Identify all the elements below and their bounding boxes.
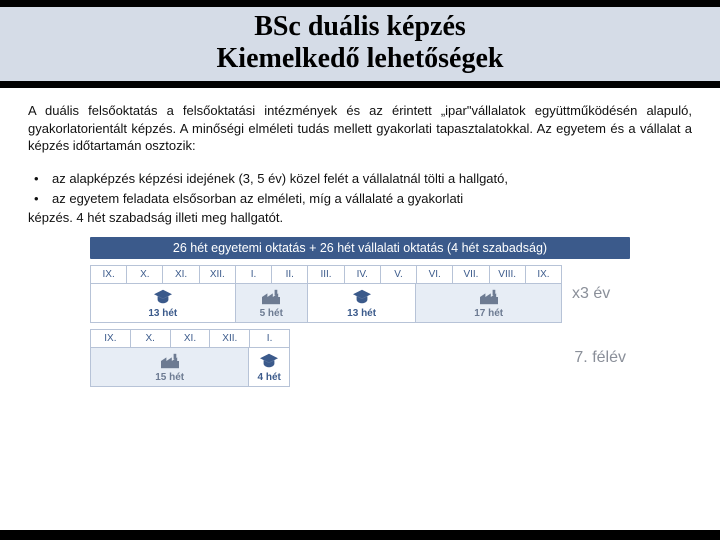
month-cell: IX. <box>526 266 561 283</box>
month-header-row: IX.X.XI.XII.I.II.III.IV.V.VI.VII.VIII.IX… <box>90 265 562 284</box>
segment-company: 5 hét <box>236 284 308 322</box>
month-cell: IX. <box>91 266 127 283</box>
row-side-label: 7. félév <box>298 329 630 387</box>
segment-label: 5 hét <box>260 308 283 319</box>
segment-label: 17 hét <box>474 308 503 319</box>
factory-icon <box>260 288 282 306</box>
tail-text: képzés. 4 hét szabadság illeti meg hallg… <box>28 210 692 225</box>
month-cell: V. <box>381 266 417 283</box>
factory-icon <box>478 288 500 306</box>
month-cell: III. <box>308 266 344 283</box>
month-cell: XI. <box>171 330 211 347</box>
month-cell: I. <box>250 330 289 347</box>
month-cell: XI. <box>163 266 199 283</box>
segment-label: 15 hét <box>155 372 184 383</box>
bullet-marker: • <box>34 169 52 189</box>
segment-row: 13 hét 5 hét 13 hét 17 hét <box>90 284 562 323</box>
month-cell: I. <box>236 266 272 283</box>
month-cell: X. <box>131 330 171 347</box>
segment-university: 4 hét <box>249 348 289 386</box>
bullet-list: • az alapképzés képzési idejének (3, 5 é… <box>34 169 692 208</box>
segment-company: 17 hét <box>416 284 561 322</box>
intro-paragraph: A duális felsőoktatás a felsőoktatási in… <box>28 102 692 155</box>
bullet-item: • az alapképzés képzési idejének (3, 5 é… <box>34 169 692 189</box>
month-header-row: IX.X.XI.XII.I. <box>90 329 290 348</box>
factory-icon <box>159 352 181 370</box>
month-cell: II. <box>272 266 308 283</box>
month-cell: IX. <box>91 330 131 347</box>
title-band: BSc duális képzés Kiemelkedő lehetőségek <box>0 6 720 82</box>
title-line-1: BSc duális képzés <box>0 11 720 43</box>
segment-row: 15 hét 4 hét <box>90 348 290 387</box>
schedule-diagram: 26 hét egyetemi oktatás + 26 hét vállala… <box>90 237 630 387</box>
year-grid: IX.X.XI.XII.I.II.III.IV.V.VI.VII.VIII.IX… <box>90 265 562 323</box>
segment-label: 13 hét <box>347 308 376 319</box>
diagram-row-half: IX.X.XI.XII.I. 15 hét 4 hét 7. félév <box>90 329 630 387</box>
row-side-label: x3 év <box>570 265 630 323</box>
bullet-item: • az egyetem feladata elsősorban az elmé… <box>34 189 692 209</box>
diagram-header: 26 hét egyetemi oktatás + 26 hét vállala… <box>90 237 630 259</box>
month-cell: XII. <box>210 330 250 347</box>
graduation-icon <box>351 288 373 306</box>
body: A duális felsőoktatás a felsőoktatási in… <box>0 88 720 387</box>
diagram-row-year: IX.X.XI.XII.I.II.III.IV.V.VI.VII.VIII.IX… <box>90 265 630 323</box>
month-cell: VII. <box>453 266 489 283</box>
segment-label: 4 hét <box>258 372 281 383</box>
bullet-text: az egyetem feladata elsősorban az elméle… <box>52 189 692 209</box>
month-cell: VI. <box>417 266 453 283</box>
segment-label: 13 hét <box>148 308 177 319</box>
graduation-icon <box>258 352 280 370</box>
title-line-2: Kiemelkedő lehetőségek <box>0 43 720 75</box>
segment-company: 15 hét <box>91 348 249 386</box>
segment-university: 13 hét <box>308 284 416 322</box>
month-cell: VIII. <box>490 266 526 283</box>
slide: BSc duális képzés Kiemelkedő lehetőségek… <box>0 0 720 540</box>
month-cell: XII. <box>200 266 236 283</box>
month-cell: IV. <box>345 266 381 283</box>
graduation-icon <box>152 288 174 306</box>
bullet-text: az alapképzés képzési idejének (3, 5 év)… <box>52 169 692 189</box>
half-grid: IX.X.XI.XII.I. 15 hét 4 hét <box>90 329 290 387</box>
bullet-marker: • <box>34 189 52 209</box>
month-cell: X. <box>127 266 163 283</box>
segment-university: 13 hét <box>91 284 236 322</box>
